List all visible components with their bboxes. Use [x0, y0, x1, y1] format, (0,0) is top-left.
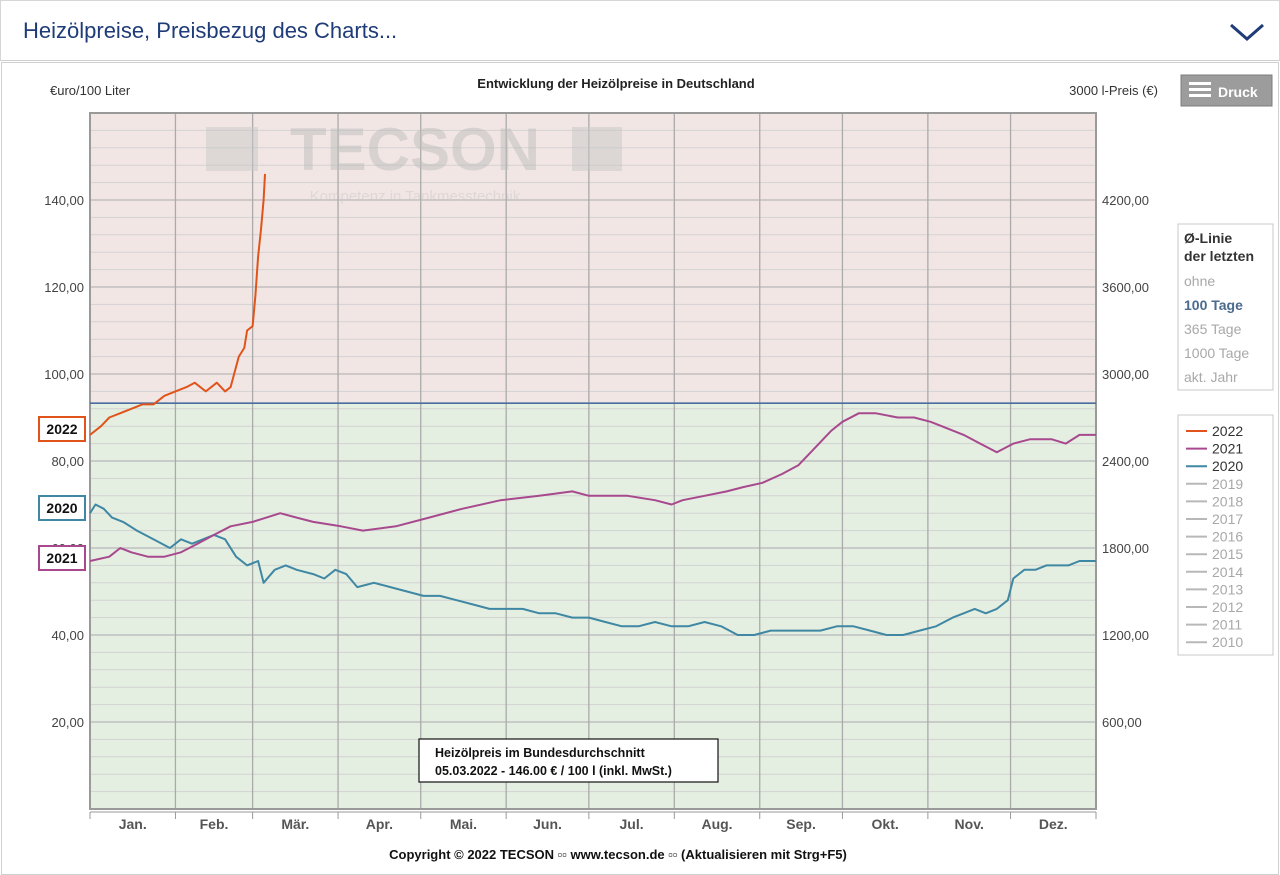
left-tick-label: 80,00: [51, 454, 84, 469]
legend-label: 2022: [1212, 423, 1243, 439]
legend-label: 2014: [1212, 564, 1243, 580]
year-tag-label: 2020: [46, 500, 77, 516]
month-label: Aug.: [701, 816, 732, 832]
year-tag-2022: 2022: [38, 416, 86, 442]
month-label: Nov.: [955, 816, 984, 832]
chart-title: Entwicklung der Heizölpreise in Deutschl…: [477, 76, 754, 91]
watermark-text: TECSON: [290, 116, 540, 183]
month-label: Okt.: [872, 816, 899, 832]
legend-label: 2011: [1212, 617, 1242, 633]
info-line-1: Heizölpreis im Bundesdurchschnitt: [435, 746, 646, 760]
info-line-2: 05.03.2022 - 146.00 € / 100 l (inkl. MwS…: [435, 764, 672, 778]
left-axis-unit: €uro/100 Liter: [50, 83, 131, 98]
right-tick-label: 2400,00: [1102, 454, 1149, 469]
month-label: Jul.: [620, 816, 644, 832]
avg-option[interactable]: ohne: [1184, 273, 1215, 289]
copyright-text: Copyright © 2022 TECSON ▫▫ www.tecson.de…: [389, 847, 847, 862]
legend-item-2014[interactable]: 2014: [1186, 564, 1243, 580]
legend-label: 2016: [1212, 529, 1243, 545]
legend-label: 2021: [1212, 441, 1243, 457]
average-line-panel: Ø-Linie der letzten ohne 100 Tage 365 Tage…: [1177, 223, 1274, 391]
legend-item-2017[interactable]: 2017: [1186, 511, 1243, 527]
legend-item-2015[interactable]: 2015: [1186, 546, 1243, 562]
series-line-2021: [89, 412, 1096, 562]
legend-item-2018[interactable]: 2018: [1186, 493, 1243, 509]
legend-item-2022[interactable]: 2022: [1186, 423, 1243, 439]
legend-item-2021[interactable]: 2021: [1186, 441, 1243, 457]
legend-label: 2013: [1212, 581, 1243, 597]
month-label: Feb.: [200, 816, 229, 832]
month-label: Mär.: [281, 816, 309, 832]
chevron-down-icon[interactable]: [1227, 17, 1267, 45]
year-tag-label: 2021: [46, 550, 77, 566]
avg-option[interactable]: akt. Jahr: [1184, 369, 1238, 385]
legend-item-2012[interactable]: 2012: [1186, 599, 1243, 615]
year-tag-2020: 2020: [38, 495, 86, 521]
year-tag-box: [38, 416, 86, 442]
watermark-subtext: Kompetenz in Tankmesstechnik: [310, 188, 521, 205]
right-tick-label: 3000,00: [1102, 367, 1149, 382]
right-axis-unit: 3000 l-Preis (€): [1069, 83, 1158, 98]
right-tick-label: 1800,00: [1102, 541, 1149, 556]
right-tick-label: 600,00: [1102, 715, 1142, 730]
legend-label: 2017: [1212, 511, 1243, 527]
legend-label: 2010: [1212, 634, 1243, 650]
legend-item-2020[interactable]: 2020: [1186, 458, 1243, 474]
info-box: Heizölpreis im Bundesdurchschnitt 05.03.…: [418, 738, 719, 783]
left-tick-label: 120,00: [44, 280, 84, 295]
print-button[interactable]: Druck: [1180, 74, 1273, 107]
legend-item-2013[interactable]: 2013: [1186, 581, 1243, 597]
right-y-axis: 600,00 1200,00 1800,00 2400,00 3000,00 3600,0…: [1102, 193, 1149, 730]
avg-option[interactable]: 1000 Tage: [1184, 345, 1249, 361]
legend-label: 2018: [1212, 493, 1243, 509]
left-tick-label: 20,00: [51, 715, 84, 730]
legend-item-2011[interactable]: 2011: [1186, 617, 1242, 633]
right-tick-label: 3600,00: [1102, 280, 1149, 295]
month-label: Jan.: [119, 816, 147, 832]
price-chart: TECSON Kompetenz in Tankmesstechnik €uro…: [38, 74, 1274, 862]
legend-label: 2012: [1212, 599, 1243, 615]
month-label: Sep.: [786, 816, 816, 832]
avg-option[interactable]: 365 Tage: [1184, 321, 1242, 337]
legend-label: 2019: [1212, 476, 1243, 492]
legend-item-2019[interactable]: 2019: [1186, 476, 1243, 492]
menu-icon: [1189, 82, 1211, 97]
year-tag-2021: 2021: [38, 545, 86, 571]
legend-label: 2015: [1212, 546, 1243, 562]
year-tag-box: [38, 545, 86, 571]
year-tags: 2022 2020 2021: [38, 416, 86, 571]
left-tick-label: 40,00: [51, 628, 84, 643]
chart-section-title[interactable]: Heizölpreise, Preisbezug des Charts...: [23, 18, 398, 43]
plot-frame: [89, 112, 1097, 810]
left-tick-label: 140,00: [44, 193, 84, 208]
right-tick-label: 1200,00: [1102, 628, 1149, 643]
month-label: Apr.: [366, 816, 393, 832]
legend-item-2010[interactable]: 2010: [1186, 634, 1243, 650]
series-line-2022: [89, 173, 266, 436]
x-axis: Jan. Feb. Mär. Apr. Mai. Jun. Jul. Aug. Sep. Okt.…: [89, 811, 1097, 832]
left-tick-label: 100,00: [44, 367, 84, 382]
chart-container: TECSON Kompetenz in Tankmesstechnik €uro…: [1, 62, 1279, 875]
month-label: Mai.: [450, 816, 477, 832]
year-tag-label: 2022: [46, 421, 77, 437]
print-label: Druck: [1218, 84, 1258, 100]
legend-item-2016[interactable]: 2016: [1186, 529, 1243, 545]
avg-option[interactable]: 100 Tage: [1184, 297, 1243, 313]
grid-lines: [90, 113, 1096, 809]
right-tick-label: 4200,00: [1102, 193, 1149, 208]
year-tag-box: [38, 495, 86, 521]
chart-header-bar[interactable]: Heizölpreise, Preisbezug des Charts...: [0, 0, 1280, 61]
legend-label: 2020: [1212, 458, 1243, 474]
series-line-2020: [89, 503, 1096, 636]
month-label: Dez.: [1039, 816, 1068, 832]
tecson-watermark: TECSON Kompetenz in Tankmesstechnik: [206, 116, 622, 205]
avg-panel-heading: Ø-Linie: [1184, 230, 1232, 246]
avg-panel-subheading: der letzten: [1184, 248, 1254, 264]
month-label: Jun.: [533, 816, 562, 832]
series-lines: [89, 173, 1096, 636]
